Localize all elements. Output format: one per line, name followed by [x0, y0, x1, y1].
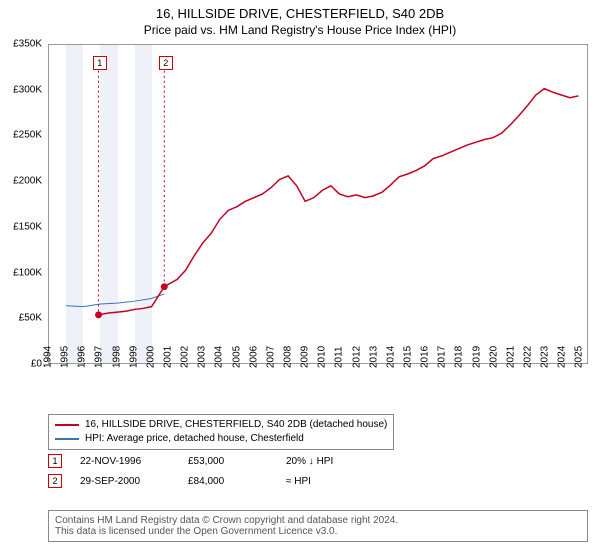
- chart-title: 16, HILLSIDE DRIVE, CHESTERFIELD, S40 2D…: [0, 6, 600, 21]
- x-tick-label: 2018: [454, 346, 465, 368]
- marker-label-box: 1: [93, 56, 107, 70]
- x-tick-label: 1998: [111, 346, 122, 368]
- chart-plot-area: 12: [48, 44, 588, 364]
- sale-marker: 2: [48, 474, 62, 488]
- legend-row: 16, HILLSIDE DRIVE, CHESTERFIELD, S40 2D…: [55, 418, 387, 432]
- x-tick-label: 2020: [488, 346, 499, 368]
- x-tick-label: 2001: [163, 346, 174, 368]
- x-axis: 1994199519961997199819992000200120022003…: [48, 366, 588, 412]
- sale-date: 22-NOV-1996: [80, 456, 170, 467]
- series-line: [66, 294, 164, 307]
- x-tick-label: 2017: [437, 346, 448, 368]
- y-tick-label: £150K: [13, 221, 42, 232]
- sale-marker: 1: [48, 454, 62, 468]
- x-tick-label: 2014: [385, 346, 396, 368]
- y-tick-label: £100K: [13, 267, 42, 278]
- sale-price: £53,000: [188, 456, 268, 467]
- sale-date: 29-SEP-2000: [80, 476, 170, 487]
- legend: 16, HILLSIDE DRIVE, CHESTERFIELD, S40 2D…: [48, 414, 394, 450]
- sale-delta: ≈ HPI: [286, 476, 311, 487]
- sale-delta: 20% ↓ HPI: [286, 456, 333, 467]
- x-tick-label: 1994: [43, 346, 54, 368]
- x-tick-label: 2006: [248, 346, 259, 368]
- y-tick-label: £200K: [13, 176, 42, 187]
- chart-subtitle: Price paid vs. HM Land Registry's House …: [0, 23, 600, 37]
- x-tick-label: 2000: [145, 346, 156, 368]
- y-axis: £0£50K£100K£150K£200K£250K£300K£350K: [0, 44, 46, 364]
- chart-title-block: 16, HILLSIDE DRIVE, CHESTERFIELD, S40 2D…: [0, 0, 600, 37]
- y-tick-label: £250K: [13, 130, 42, 141]
- footnote: Contains HM Land Registry data © Crown c…: [48, 510, 588, 542]
- y-tick-label: £0: [31, 359, 42, 370]
- series-line: [99, 89, 579, 315]
- footnote-line: This data is licensed under the Open Gov…: [55, 526, 581, 537]
- legend-swatch: [55, 424, 79, 426]
- x-tick-label: 1999: [128, 346, 139, 368]
- sale-row: 1 22-NOV-1996 £53,000 20% ↓ HPI: [48, 454, 333, 468]
- sales-table: 1 22-NOV-1996 £53,000 20% ↓ HPI 2 29-SEP-2000…: [48, 454, 333, 494]
- marker-dot: [161, 283, 168, 290]
- x-tick-label: 2024: [557, 346, 568, 368]
- sale-price: £84,000: [188, 476, 268, 487]
- marker-label-box: 2: [159, 56, 173, 70]
- x-tick-label: 1996: [77, 346, 88, 368]
- x-tick-label: 2005: [231, 346, 242, 368]
- x-tick-label: 2012: [351, 346, 362, 368]
- x-tick-label: 2013: [368, 346, 379, 368]
- x-tick-label: 2021: [505, 346, 516, 368]
- y-tick-label: £300K: [13, 84, 42, 95]
- x-tick-label: 2019: [471, 346, 482, 368]
- y-tick-label: £350K: [13, 39, 42, 50]
- x-tick-label: 2010: [317, 346, 328, 368]
- marker-dot: [95, 311, 102, 318]
- x-tick-label: 2011: [334, 346, 345, 368]
- x-tick-label: 2002: [180, 346, 191, 368]
- x-tick-label: 2023: [540, 346, 551, 368]
- legend-label: 16, HILLSIDE DRIVE, CHESTERFIELD, S40 2D…: [85, 418, 387, 432]
- y-tick-label: £50K: [19, 313, 42, 324]
- x-tick-label: 2009: [300, 346, 311, 368]
- legend-swatch: [55, 438, 79, 440]
- sale-row: 2 29-SEP-2000 £84,000 ≈ HPI: [48, 474, 333, 488]
- x-tick-label: 2004: [214, 346, 225, 368]
- x-tick-label: 2008: [283, 346, 294, 368]
- x-tick-label: 2003: [197, 346, 208, 368]
- x-tick-label: 2016: [420, 346, 431, 368]
- x-tick-label: 2022: [523, 346, 534, 368]
- x-tick-label: 1995: [60, 346, 71, 368]
- plot-svg: [49, 45, 587, 363]
- x-tick-label: 2015: [403, 346, 414, 368]
- x-tick-label: 2025: [574, 346, 585, 368]
- legend-row: HPI: Average price, detached house, Ches…: [55, 432, 387, 446]
- legend-label: HPI: Average price, detached house, Ches…: [85, 432, 304, 446]
- footnote-line: Contains HM Land Registry data © Crown c…: [55, 515, 581, 526]
- x-tick-label: 1997: [94, 346, 105, 368]
- x-tick-label: 2007: [265, 346, 276, 368]
